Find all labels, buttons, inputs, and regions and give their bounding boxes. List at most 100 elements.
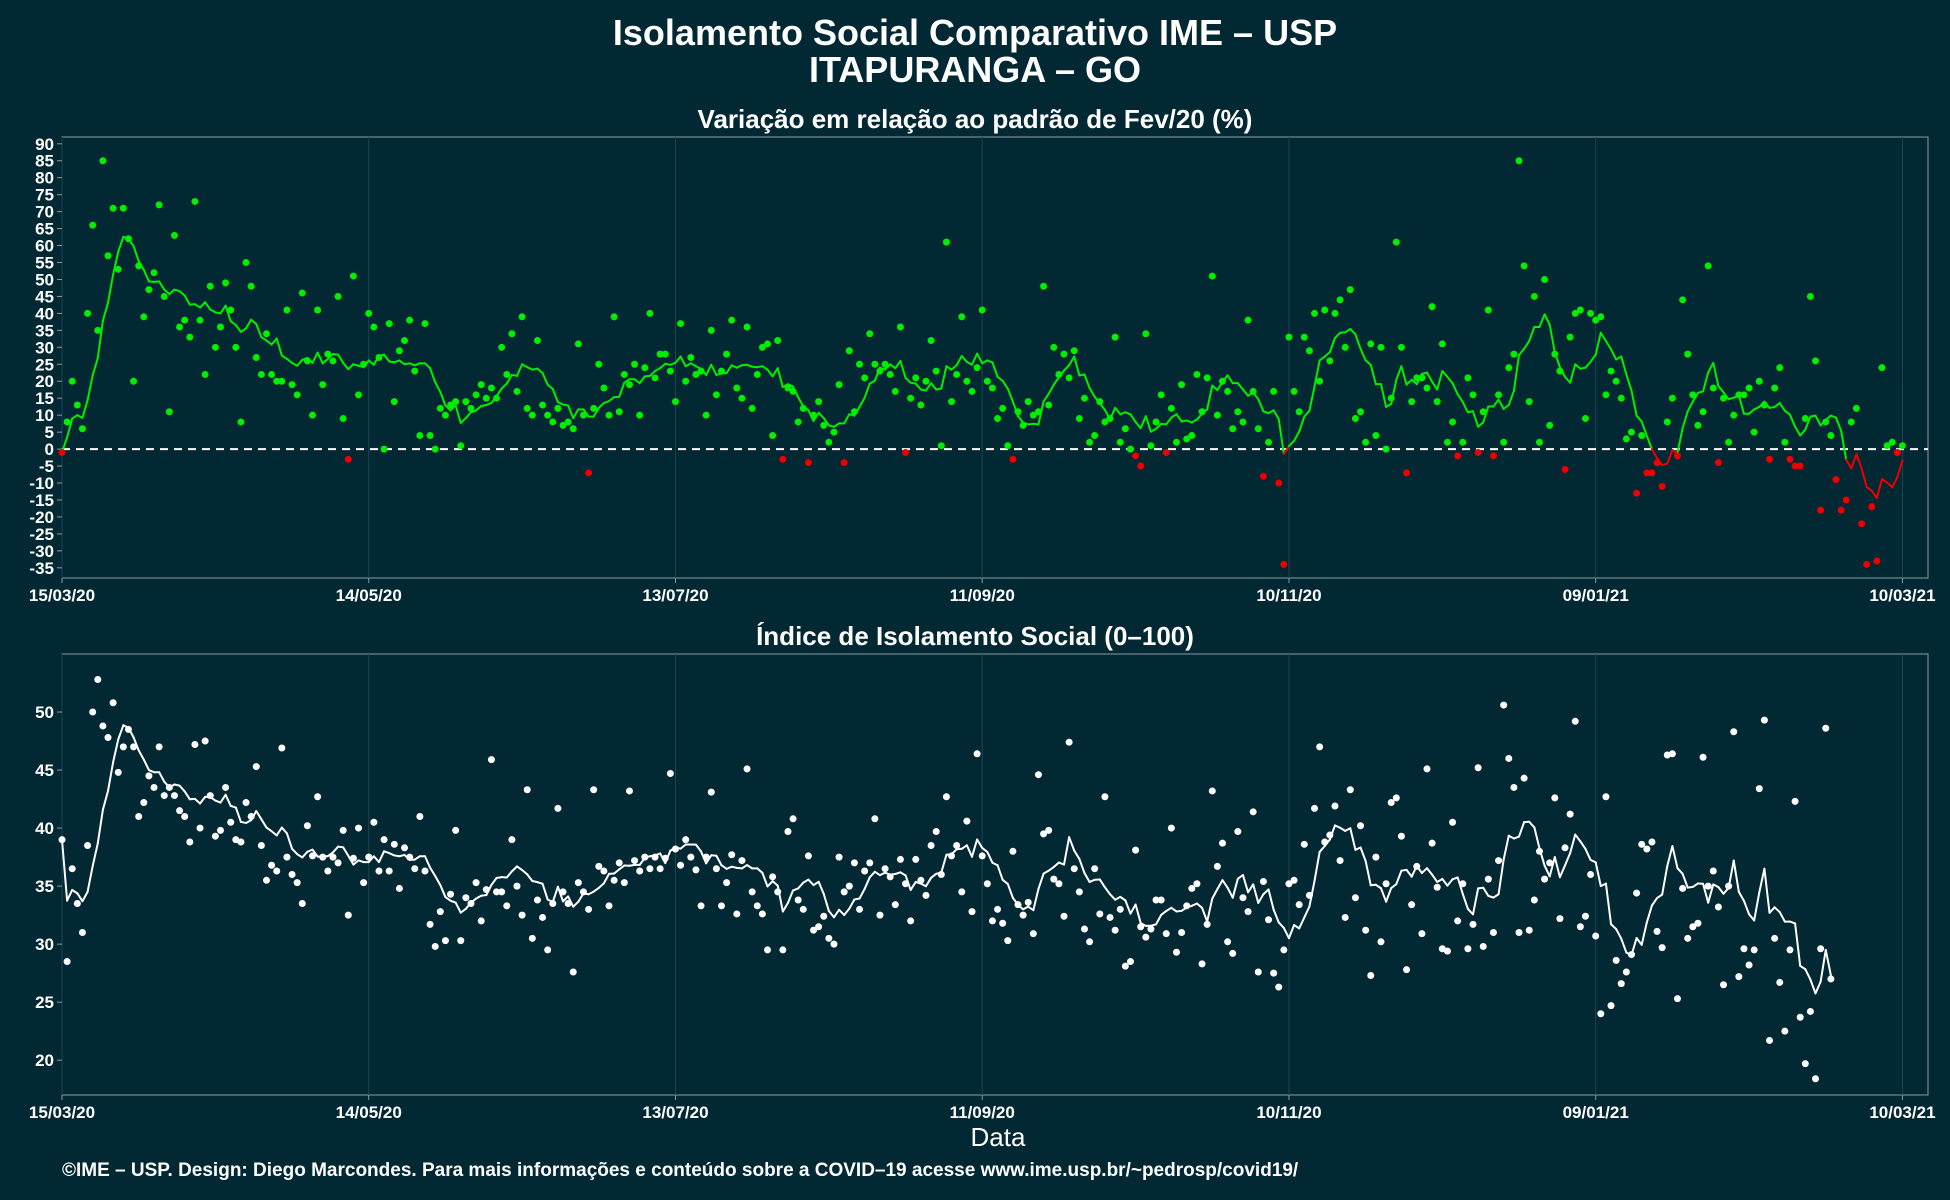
moving-average-segment [1763, 867, 1771, 914]
data-point [360, 879, 368, 887]
moving-average-segment [1681, 872, 1689, 889]
moving-average-segment [429, 866, 437, 877]
data-point [1638, 432, 1646, 440]
moving-average-segment [1472, 887, 1480, 916]
data-point [278, 377, 286, 385]
data-point [1229, 949, 1237, 957]
data-point [999, 919, 1007, 927]
data-point [907, 917, 915, 925]
x-tick-label: 09/01/21 [1563, 1103, 1629, 1122]
data-point [1096, 398, 1104, 406]
moving-average-segment [475, 404, 483, 412]
data-point [1720, 981, 1728, 989]
data-point [574, 340, 582, 348]
moving-average-segment [761, 365, 769, 371]
moving-average-segment [1558, 864, 1567, 879]
data-point [196, 824, 204, 832]
data-point [1571, 717, 1579, 725]
data-point [1597, 313, 1605, 321]
moving-average-segment [674, 355, 682, 364]
data-point [907, 394, 915, 402]
y-tick-label: -10 [29, 474, 54, 493]
moving-average-segment [1686, 400, 1694, 413]
moving-average-segment [1799, 428, 1807, 437]
data-point [1188, 432, 1196, 440]
data-point [1760, 401, 1768, 409]
data-point [1152, 418, 1160, 426]
moving-average-segment [234, 324, 242, 333]
moving-average-segment [1461, 892, 1469, 910]
moving-average-segment [930, 382, 938, 391]
data-point [1045, 826, 1053, 834]
moving-average-segment [1819, 948, 1827, 983]
data-point [1300, 333, 1308, 341]
moving-average-segment [81, 399, 89, 419]
data-point [631, 857, 639, 865]
moving-average-segment [505, 870, 513, 879]
data-point [1658, 482, 1666, 490]
moving-average-segment [1109, 893, 1117, 901]
moving-average-segment [1502, 403, 1510, 410]
moving-average-segment [1610, 923, 1618, 931]
data-point [1142, 330, 1150, 338]
moving-average-segment [771, 880, 779, 887]
data-point [1714, 459, 1722, 467]
data-point [191, 741, 199, 749]
moving-average-segment [1017, 415, 1025, 424]
data-point [78, 929, 86, 937]
moving-average-segment [500, 382, 508, 390]
data-point [1878, 364, 1886, 372]
data-point [467, 900, 475, 908]
moving-average-segment [219, 793, 227, 804]
y-tick-label: 80 [35, 169, 54, 188]
data-point [1070, 347, 1078, 355]
data-point [978, 852, 986, 860]
moving-average-segment [1216, 879, 1224, 891]
data-point [1178, 929, 1186, 937]
data-point [707, 326, 715, 334]
moving-average-segment [562, 895, 570, 903]
data-point [1132, 452, 1140, 460]
moving-average-segment [894, 359, 902, 370]
moving-average-segment [1272, 409, 1280, 421]
data-point [1316, 743, 1324, 751]
data-point [528, 934, 536, 942]
data-point [1868, 503, 1876, 511]
data-point [1653, 459, 1661, 467]
data-point [631, 360, 639, 368]
moving-average-segment [1497, 398, 1505, 410]
data-point [63, 418, 71, 426]
data-point [1735, 973, 1743, 981]
data-point [1515, 157, 1523, 165]
data-point [1357, 408, 1365, 416]
data-point [1014, 901, 1022, 909]
moving-average-segment [1712, 361, 1720, 388]
moving-average-segment [1298, 415, 1306, 433]
data-point [401, 844, 409, 852]
data-point [1218, 377, 1226, 385]
data-point [314, 306, 322, 314]
data-point [1050, 875, 1058, 883]
data-point [1198, 408, 1206, 416]
moving-average-segment [270, 830, 278, 837]
data-point [1643, 845, 1651, 853]
data-point [1852, 404, 1860, 412]
data-point [539, 913, 547, 921]
data-point [815, 398, 823, 406]
data-point [216, 826, 224, 834]
data-point [303, 822, 311, 830]
moving-average-segment [1564, 852, 1572, 867]
moving-average-segment [71, 888, 79, 895]
data-point [1321, 838, 1329, 846]
moving-average-segment [1201, 906, 1209, 923]
moving-average-segment [924, 876, 933, 888]
moving-average-segment [107, 273, 115, 304]
moving-average-segment [1768, 906, 1776, 914]
moving-average-segment [776, 367, 784, 389]
data-point [687, 853, 695, 861]
data-point [124, 725, 132, 733]
moving-average-segment [1124, 899, 1132, 915]
data-point [1750, 428, 1758, 436]
data-point [1331, 802, 1339, 810]
moving-average-segment [459, 907, 467, 914]
